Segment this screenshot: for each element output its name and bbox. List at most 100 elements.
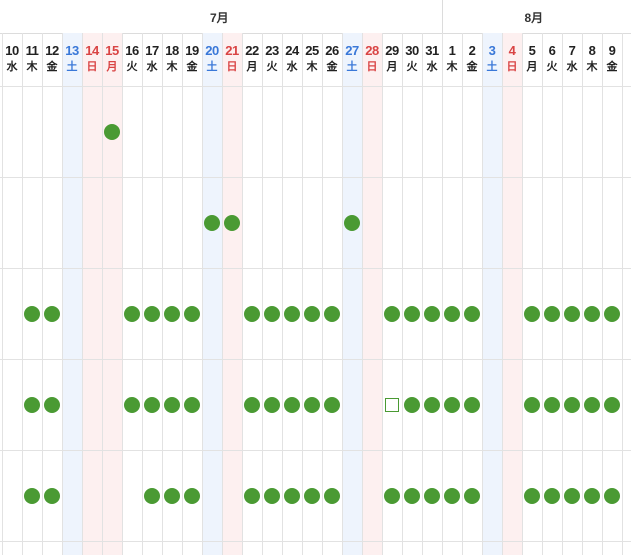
grid-vline bbox=[302, 33, 303, 555]
schedule-cell[interactable] bbox=[542, 304, 562, 324]
schedule-cell[interactable] bbox=[162, 486, 182, 506]
schedule-cell[interactable] bbox=[182, 486, 202, 506]
schedule-cell[interactable] bbox=[422, 304, 442, 324]
dot-mark-icon bbox=[124, 306, 140, 322]
schedule-cell[interactable] bbox=[462, 486, 482, 506]
schedule-cell[interactable] bbox=[522, 395, 542, 415]
schedule-cell[interactable] bbox=[322, 304, 342, 324]
day-number: 6 bbox=[548, 43, 556, 58]
schedule-cell[interactable] bbox=[42, 395, 62, 415]
schedule-cell[interactable] bbox=[242, 486, 262, 506]
schedule-cell[interactable] bbox=[402, 304, 422, 324]
schedule-cell[interactable] bbox=[322, 486, 342, 506]
schedule-cell[interactable] bbox=[162, 395, 182, 415]
schedule-cell[interactable] bbox=[182, 395, 202, 415]
schedule-cell[interactable] bbox=[302, 486, 322, 506]
day-weekday: 木 bbox=[26, 61, 38, 73]
schedule-cell[interactable] bbox=[122, 304, 142, 324]
schedule-cell[interactable] bbox=[142, 395, 162, 415]
schedule-cell[interactable] bbox=[302, 304, 322, 324]
schedule-cell[interactable] bbox=[282, 304, 302, 324]
schedule-cell[interactable] bbox=[522, 486, 542, 506]
grid-vline bbox=[82, 33, 83, 555]
schedule-cell[interactable] bbox=[422, 395, 442, 415]
day-weekday: 水 bbox=[566, 61, 578, 73]
dot-mark-icon bbox=[524, 488, 540, 504]
schedule-cell[interactable] bbox=[102, 122, 122, 142]
grid-vline bbox=[562, 33, 563, 555]
schedule-cell[interactable] bbox=[382, 395, 402, 415]
schedule-cell[interactable] bbox=[202, 213, 222, 233]
schedule-cell[interactable] bbox=[142, 486, 162, 506]
dot-mark-icon bbox=[444, 488, 460, 504]
day-weekday: 木 bbox=[446, 61, 458, 73]
grid-vline bbox=[122, 33, 123, 555]
schedule-cell[interactable] bbox=[162, 304, 182, 324]
day-number: 14 bbox=[85, 43, 99, 58]
schedule-cell[interactable] bbox=[602, 304, 622, 324]
schedule-cell[interactable] bbox=[22, 304, 42, 324]
schedule-cell[interactable] bbox=[442, 486, 462, 506]
day-column-19: 29 月 bbox=[382, 33, 402, 555]
dot-mark-icon bbox=[384, 306, 400, 322]
grid-vline bbox=[142, 33, 143, 555]
schedule-cell[interactable] bbox=[422, 486, 442, 506]
schedule-cell[interactable] bbox=[22, 486, 42, 506]
schedule-cell[interactable] bbox=[22, 395, 42, 415]
day-column-9: 19 金 bbox=[182, 33, 202, 555]
schedule-cell[interactable] bbox=[142, 304, 162, 324]
schedule-cell[interactable] bbox=[222, 213, 242, 233]
schedule-cell[interactable] bbox=[182, 304, 202, 324]
schedule-cell[interactable] bbox=[282, 486, 302, 506]
schedule-cell[interactable] bbox=[242, 304, 262, 324]
day-column-2: 12 金 bbox=[42, 33, 62, 555]
schedule-cell[interactable] bbox=[382, 486, 402, 506]
schedule-cell[interactable] bbox=[382, 304, 402, 324]
schedule-cell[interactable] bbox=[262, 486, 282, 506]
grid-vline bbox=[362, 33, 363, 555]
dot-mark-icon bbox=[104, 124, 120, 140]
schedule-cell[interactable] bbox=[562, 486, 582, 506]
schedule-cell[interactable] bbox=[242, 395, 262, 415]
schedule-cell[interactable] bbox=[442, 395, 462, 415]
schedule-cell[interactable] bbox=[462, 304, 482, 324]
day-number: 3 bbox=[488, 43, 496, 58]
grid-vline bbox=[542, 33, 543, 555]
schedule-cell[interactable] bbox=[122, 395, 142, 415]
day-number: 24 bbox=[285, 43, 299, 58]
day-number: 8 bbox=[588, 43, 596, 58]
schedule-cell[interactable] bbox=[562, 395, 582, 415]
day-column-11: 21 日 bbox=[222, 33, 242, 555]
schedule-cell[interactable] bbox=[582, 486, 602, 506]
schedule-cell[interactable] bbox=[582, 304, 602, 324]
schedule-cell[interactable] bbox=[402, 395, 422, 415]
day-weekday: 月 bbox=[246, 61, 258, 73]
schedule-cell[interactable] bbox=[462, 395, 482, 415]
schedule-cell[interactable] bbox=[542, 486, 562, 506]
dot-mark-icon bbox=[244, 397, 260, 413]
schedule-cell[interactable] bbox=[402, 486, 422, 506]
grid-vline bbox=[202, 33, 203, 555]
schedule-cell[interactable] bbox=[342, 213, 362, 233]
dot-mark-icon bbox=[464, 488, 480, 504]
dot-mark-icon bbox=[24, 306, 40, 322]
schedule-cell[interactable] bbox=[42, 304, 62, 324]
schedule-cell[interactable] bbox=[262, 395, 282, 415]
schedule-cell[interactable] bbox=[582, 395, 602, 415]
schedule-cell[interactable] bbox=[442, 304, 462, 324]
schedule-cell[interactable] bbox=[542, 395, 562, 415]
schedule-cell[interactable] bbox=[602, 486, 622, 506]
dot-mark-icon bbox=[184, 397, 200, 413]
dot-mark-icon bbox=[584, 488, 600, 504]
schedule-cell[interactable] bbox=[522, 304, 542, 324]
schedule-cell[interactable] bbox=[282, 395, 302, 415]
schedule-cell[interactable] bbox=[562, 304, 582, 324]
schedule-cell[interactable] bbox=[42, 486, 62, 506]
schedule-cell[interactable] bbox=[302, 395, 322, 415]
schedule-cell[interactable] bbox=[262, 304, 282, 324]
schedule-cell[interactable] bbox=[322, 395, 342, 415]
schedule-cell[interactable] bbox=[602, 395, 622, 415]
